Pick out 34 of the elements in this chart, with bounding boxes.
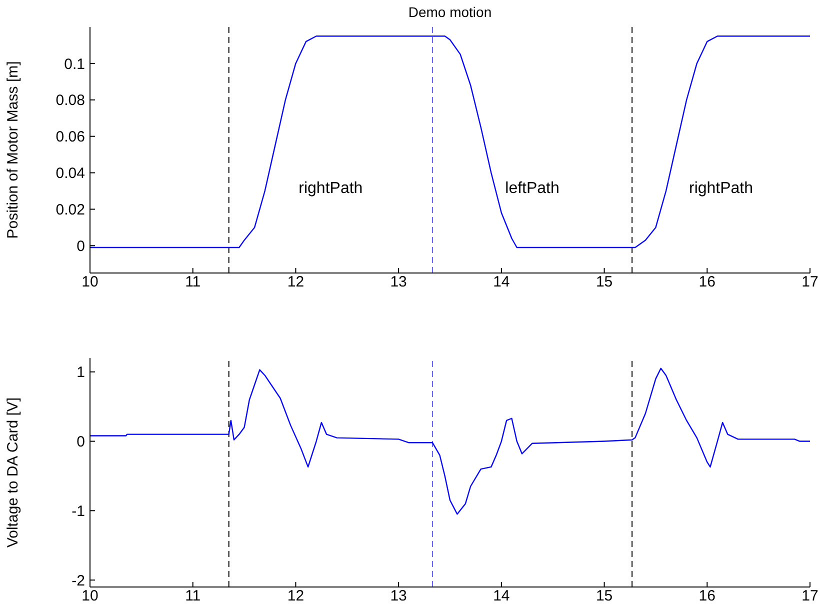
- y-tick-label: 1: [76, 364, 85, 382]
- line-series: [90, 368, 810, 515]
- x-tick-label: 17: [802, 274, 818, 291]
- x-tick-label: 17: [802, 588, 818, 605]
- y-tick-label: 0.1: [64, 56, 85, 73]
- x-tick-label: 11: [185, 588, 201, 605]
- y-tick-label: 0.08: [56, 92, 85, 110]
- y-tick-label: 0.04: [56, 165, 85, 182]
- y-axis-title: Voltage to DA Card [V]: [4, 397, 22, 548]
- y-tick-label: 0: [76, 434, 85, 451]
- x-tick-label: 13: [390, 274, 407, 291]
- annotation: rightPath: [688, 180, 754, 198]
- annotation: rightPath: [298, 180, 364, 198]
- y-tick-label: 0: [76, 238, 85, 255]
- annotation: leftPath: [504, 180, 560, 198]
- x-tick-label: 13: [390, 588, 407, 605]
- line-series: [90, 36, 810, 248]
- x-tick-label: 15: [596, 588, 613, 605]
- x-tick-label: 15: [596, 274, 613, 291]
- x-tick-label: 11: [185, 274, 201, 291]
- x-tick-label: 10: [82, 274, 98, 291]
- y-tick-label: -1: [72, 502, 85, 520]
- x-tick-label: 16: [698, 588, 716, 605]
- chart-title: Demo motion: [407, 4, 493, 20]
- y-tick-label: 0.02: [56, 202, 85, 219]
- y-axis-title: Position of Motor Mass [m]: [4, 61, 22, 239]
- y-tick-label: 0.06: [56, 128, 85, 146]
- x-tick-label: 14: [493, 274, 510, 291]
- y-tick-label: -2: [72, 572, 85, 590]
- x-tick-label: 16: [698, 274, 716, 291]
- x-tick-label: 12: [287, 588, 304, 605]
- x-tick-label: 12: [287, 274, 304, 291]
- x-tick-label: 14: [493, 588, 510, 605]
- x-tick-label: 10: [82, 588, 98, 605]
